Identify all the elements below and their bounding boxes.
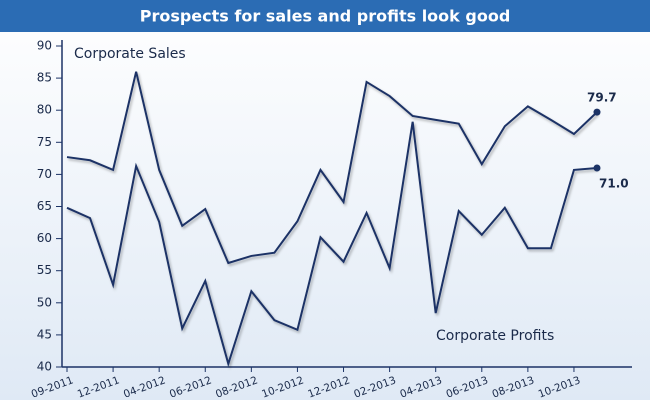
y-tick-label: 85 bbox=[37, 71, 52, 85]
y-tick-label: 65 bbox=[37, 199, 52, 213]
y-tick-label: 90 bbox=[37, 39, 52, 53]
end-point bbox=[593, 164, 601, 172]
y-tick-label: 50 bbox=[37, 295, 52, 309]
series-label: Corporate Sales bbox=[74, 46, 186, 62]
y-tick-label: 55 bbox=[37, 263, 52, 277]
series-line bbox=[66, 71, 598, 265]
y-tick-label: 80 bbox=[37, 103, 52, 117]
y-tick-label: 60 bbox=[37, 231, 52, 245]
series-line bbox=[66, 121, 598, 368]
value-label: 79.7 bbox=[587, 91, 617, 105]
end-point bbox=[593, 108, 601, 116]
y-tick-label: 45 bbox=[37, 327, 52, 341]
y-tick-label: 75 bbox=[37, 135, 52, 149]
y-tick-label: 70 bbox=[37, 167, 52, 181]
title-bar bbox=[0, 0, 650, 32]
value-label: 71.0 bbox=[599, 176, 629, 190]
chart-title: Prospects for sales and profits look goo… bbox=[140, 7, 511, 26]
series-label: Corporate Profits bbox=[436, 328, 554, 344]
y-tick-label: 40 bbox=[37, 360, 52, 374]
